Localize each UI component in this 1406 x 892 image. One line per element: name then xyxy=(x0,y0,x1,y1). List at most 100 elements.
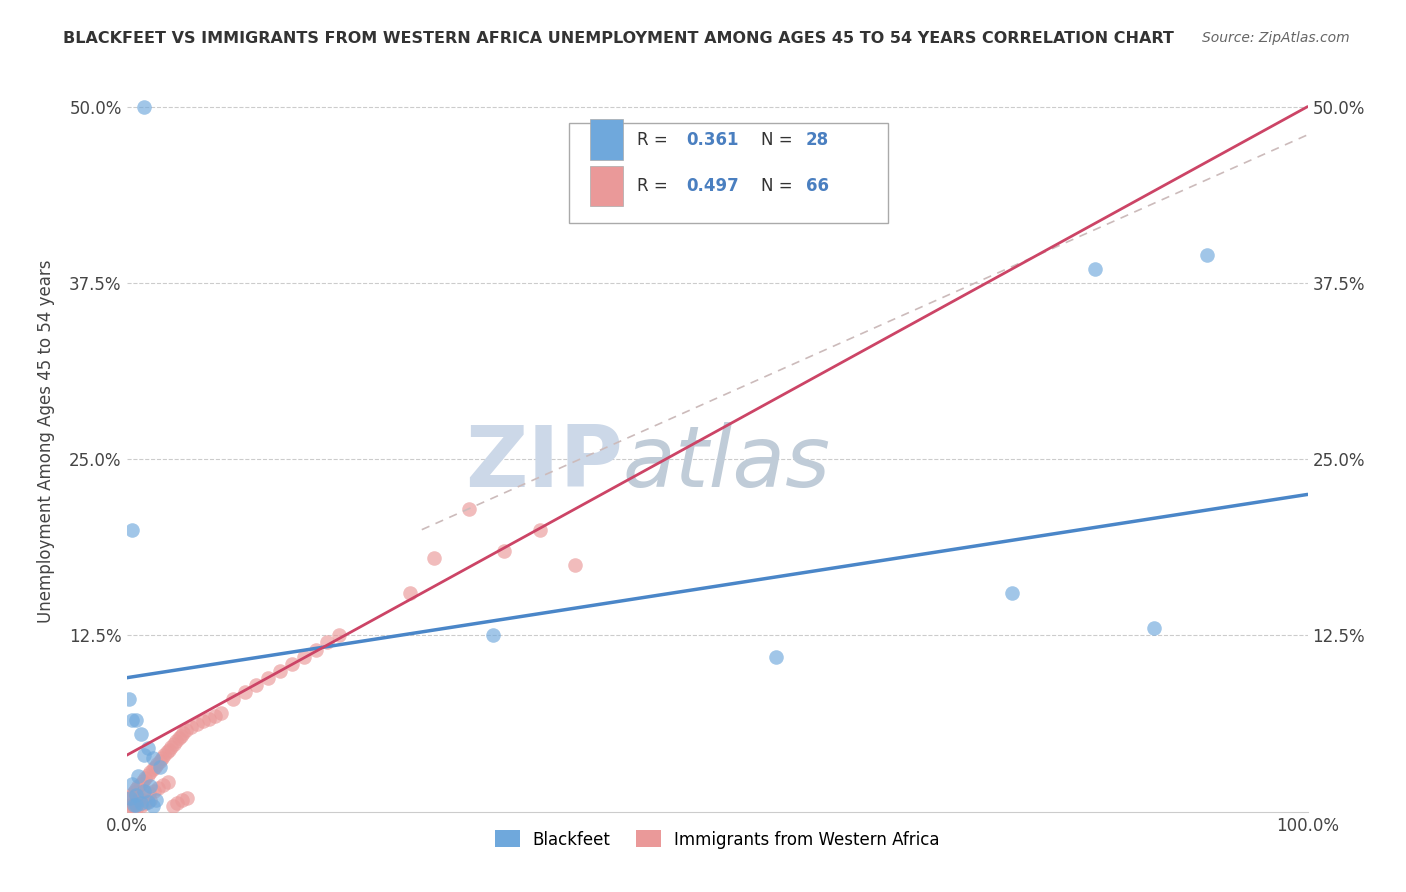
Point xyxy=(1084,261,1107,276)
Point xyxy=(129,797,152,811)
Point xyxy=(129,776,152,790)
Point xyxy=(174,723,197,737)
Point xyxy=(166,797,188,811)
Point xyxy=(304,642,326,657)
Point xyxy=(149,759,172,773)
Point xyxy=(136,741,159,756)
Point xyxy=(129,727,152,741)
Point xyxy=(143,759,166,773)
Text: 66: 66 xyxy=(806,178,828,195)
Point xyxy=(127,769,149,783)
Point xyxy=(120,790,142,805)
Point xyxy=(141,751,163,765)
Point xyxy=(458,501,481,516)
Point xyxy=(163,737,186,751)
Point xyxy=(125,713,148,727)
Point xyxy=(120,797,142,812)
Point xyxy=(160,739,183,754)
Point xyxy=(125,782,148,797)
Point xyxy=(120,788,142,802)
Point xyxy=(125,788,148,802)
Point xyxy=(204,708,226,723)
Point xyxy=(134,797,156,811)
Point xyxy=(198,712,221,726)
Point xyxy=(138,786,160,800)
Point xyxy=(142,783,165,797)
Point xyxy=(121,523,143,537)
Point xyxy=(136,768,159,782)
Point xyxy=(127,780,149,794)
Point xyxy=(564,558,586,572)
Point xyxy=(134,100,156,114)
Y-axis label: Unemployment Among Ages 45 to 54 years: Unemployment Among Ages 45 to 54 years xyxy=(37,260,55,624)
Point xyxy=(167,731,190,746)
Text: ZIP: ZIP xyxy=(465,422,623,505)
Point xyxy=(765,649,787,664)
Point xyxy=(134,748,156,763)
Text: N =: N = xyxy=(761,178,797,195)
Point xyxy=(257,671,280,685)
Point xyxy=(292,649,315,664)
Point xyxy=(245,678,267,692)
Point xyxy=(124,795,146,809)
Point xyxy=(1197,248,1219,262)
Point xyxy=(186,717,208,731)
Point xyxy=(149,754,172,768)
Point xyxy=(153,748,176,763)
Point xyxy=(136,795,159,809)
Point xyxy=(399,586,422,600)
Point xyxy=(152,778,174,792)
Point xyxy=(1143,621,1166,635)
Bar xyxy=(589,166,623,206)
Point xyxy=(118,790,141,805)
Point xyxy=(148,780,170,795)
Point xyxy=(141,763,163,777)
Point xyxy=(134,789,156,804)
Point xyxy=(170,793,193,807)
Point xyxy=(193,714,215,729)
Point xyxy=(180,720,202,734)
Text: 28: 28 xyxy=(806,131,828,149)
Point xyxy=(121,713,143,727)
Point xyxy=(156,746,179,760)
Point xyxy=(162,799,184,814)
Point xyxy=(118,692,141,706)
Point xyxy=(165,734,187,748)
Point xyxy=(176,790,198,805)
Point xyxy=(233,685,256,699)
Point xyxy=(481,628,503,642)
Point xyxy=(139,793,162,807)
Legend: Blackfeet, Immigrants from Western Africa: Blackfeet, Immigrants from Western Afric… xyxy=(488,823,946,855)
Point xyxy=(209,706,232,720)
Text: 0.361: 0.361 xyxy=(686,131,738,149)
Text: BLACKFEET VS IMMIGRANTS FROM WESTERN AFRICA UNEMPLOYMENT AMONG AGES 45 TO 54 YEA: BLACKFEET VS IMMIGRANTS FROM WESTERN AFR… xyxy=(63,31,1174,46)
Text: 0.497: 0.497 xyxy=(686,178,740,195)
Point xyxy=(529,523,551,537)
Point xyxy=(118,800,141,814)
Point xyxy=(157,742,180,756)
Point xyxy=(156,775,179,789)
Point xyxy=(134,771,156,785)
Bar xyxy=(589,120,623,161)
Point xyxy=(139,765,162,780)
Point xyxy=(222,692,245,706)
Point xyxy=(129,799,152,814)
Text: N =: N = xyxy=(761,131,797,149)
Text: R =: R = xyxy=(637,178,672,195)
Point xyxy=(139,780,162,794)
Point xyxy=(150,751,173,765)
Point xyxy=(146,756,169,771)
Text: Source: ZipAtlas.com: Source: ZipAtlas.com xyxy=(1202,31,1350,45)
Point xyxy=(141,799,163,814)
FancyBboxPatch shape xyxy=(569,123,889,223)
Point xyxy=(145,793,167,807)
Point xyxy=(122,785,145,799)
Point xyxy=(422,550,444,565)
Text: R =: R = xyxy=(637,131,672,149)
Text: atlas: atlas xyxy=(623,422,831,505)
Point xyxy=(122,797,145,812)
Point xyxy=(494,544,516,558)
Point xyxy=(128,792,150,806)
Point xyxy=(328,628,350,642)
Point xyxy=(170,729,193,743)
